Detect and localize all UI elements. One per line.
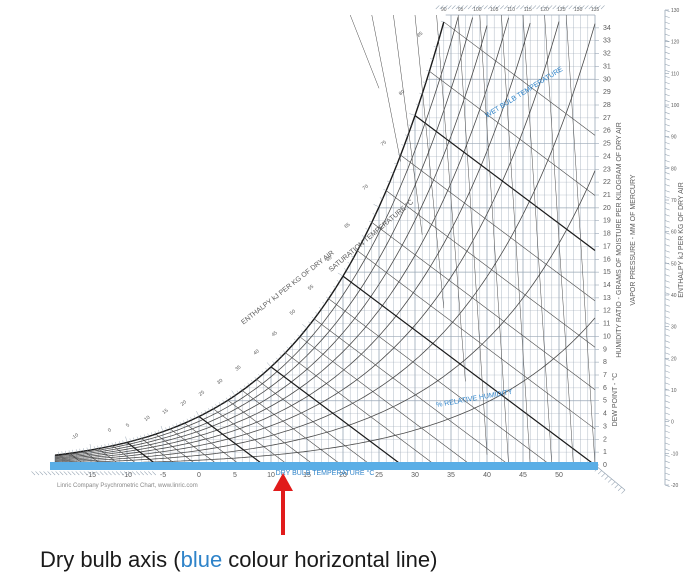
- svg-text:WET BULB TEMPERATURE: WET BULB TEMPERATURE: [484, 66, 564, 120]
- svg-text:% RELATIVE HUMIDITY: % RELATIVE HUMIDITY: [436, 389, 514, 409]
- svg-text:27: 27: [603, 115, 611, 122]
- svg-text:0: 0: [671, 420, 674, 426]
- svg-text:0: 0: [107, 427, 113, 434]
- svg-text:-5: -5: [160, 472, 166, 479]
- svg-text:-20: -20: [671, 483, 678, 489]
- svg-text:14: 14: [603, 282, 611, 289]
- svg-text:25: 25: [375, 472, 383, 479]
- svg-text:-10: -10: [71, 432, 81, 441]
- svg-text:70: 70: [671, 198, 677, 204]
- svg-text:6: 6: [603, 385, 607, 392]
- svg-text:18: 18: [603, 231, 611, 238]
- svg-text:35: 35: [447, 472, 455, 479]
- svg-text:Linric Company Psychrometric C: Linric Company Psychrometric Chart, www.…: [57, 483, 198, 489]
- svg-text:SATURATION TEMPERATURE °C: SATURATION TEMPERATURE °C: [327, 198, 415, 274]
- svg-text:HUMIDITY RATIO - GRAMS OF MOIS: HUMIDITY RATIO - GRAMS OF MOISTURE PER K…: [616, 122, 623, 358]
- svg-text:70: 70: [362, 183, 370, 191]
- svg-text:15: 15: [603, 269, 611, 276]
- svg-text:-10: -10: [122, 472, 132, 479]
- svg-text:100: 100: [671, 103, 680, 109]
- svg-text:34: 34: [603, 25, 611, 32]
- svg-text:75: 75: [380, 139, 388, 147]
- svg-text:32: 32: [603, 51, 611, 58]
- svg-text:40: 40: [252, 348, 260, 356]
- svg-text:90: 90: [671, 135, 677, 141]
- svg-text:115: 115: [524, 7, 532, 13]
- caption: Dry bulb axis (blue colour horizontal li…: [40, 547, 437, 573]
- svg-text:0: 0: [603, 462, 607, 469]
- svg-text:65: 65: [343, 222, 351, 230]
- svg-text:0: 0: [197, 472, 201, 479]
- svg-text:50: 50: [671, 261, 677, 267]
- svg-text:110: 110: [507, 7, 515, 13]
- svg-text:10: 10: [671, 388, 677, 394]
- svg-text:24: 24: [603, 153, 611, 160]
- svg-text:10: 10: [267, 472, 275, 479]
- svg-text:ENTHALPY kJ PER KG OF DRY AIR: ENTHALPY kJ PER KG OF DRY AIR: [678, 182, 685, 298]
- svg-text:20: 20: [603, 205, 611, 212]
- svg-text:20: 20: [671, 356, 677, 362]
- svg-text:25: 25: [603, 141, 611, 148]
- svg-text:5: 5: [233, 472, 237, 479]
- svg-text:50: 50: [555, 472, 563, 479]
- svg-text:-15: -15: [86, 472, 96, 479]
- svg-text:DEW POINT - °C: DEW POINT - °C: [611, 373, 619, 427]
- svg-text:VAPOR PRESSURE - MM OF MERCURY: VAPOR PRESSURE - MM OF MERCURY: [630, 174, 637, 306]
- caption-pre: Dry bulb axis (: [40, 547, 181, 572]
- svg-text:33: 33: [603, 38, 611, 45]
- svg-text:26: 26: [603, 128, 611, 135]
- svg-text:DRY BULB TEMPERATURE °C: DRY BULB TEMPERATURE °C: [276, 469, 375, 477]
- svg-text:30: 30: [216, 378, 224, 386]
- svg-text:55: 55: [307, 284, 315, 292]
- svg-text:40: 40: [671, 293, 677, 299]
- svg-text:1: 1: [603, 449, 607, 456]
- caption-post: colour horizontal line): [222, 547, 437, 572]
- svg-text:28: 28: [603, 102, 611, 109]
- svg-text:40: 40: [483, 472, 491, 479]
- svg-text:15: 15: [161, 408, 169, 416]
- svg-text:30: 30: [671, 325, 677, 331]
- svg-text:30: 30: [603, 76, 611, 83]
- svg-text:10: 10: [143, 415, 151, 423]
- svg-text:12: 12: [603, 308, 611, 315]
- svg-text:30: 30: [411, 472, 419, 479]
- svg-text:80: 80: [671, 166, 677, 172]
- svg-text:17: 17: [603, 243, 611, 250]
- svg-text:5: 5: [603, 398, 607, 405]
- svg-text:-10: -10: [671, 451, 678, 457]
- svg-text:23: 23: [603, 166, 611, 173]
- svg-text:21: 21: [603, 192, 611, 199]
- svg-text:130: 130: [671, 8, 680, 14]
- svg-text:8: 8: [603, 359, 607, 366]
- svg-text:80: 80: [398, 89, 406, 97]
- svg-text:120: 120: [671, 40, 680, 46]
- svg-text:5: 5: [125, 422, 131, 429]
- svg-text:31: 31: [603, 63, 611, 70]
- svg-text:50: 50: [289, 309, 297, 317]
- svg-text:9: 9: [603, 346, 607, 353]
- svg-text:60: 60: [671, 230, 677, 236]
- caption-blue: blue: [181, 547, 223, 572]
- psychrometric-chart: -15-10-505101520253035404550DRY BULB TEM…: [0, 0, 700, 581]
- svg-text:45: 45: [271, 330, 279, 338]
- svg-text:19: 19: [603, 218, 611, 225]
- svg-text:45: 45: [519, 472, 527, 479]
- svg-text:10: 10: [603, 333, 611, 340]
- svg-text:13: 13: [603, 295, 611, 302]
- svg-text:110: 110: [671, 71, 679, 77]
- svg-text:4: 4: [603, 411, 607, 418]
- svg-text:2: 2: [603, 436, 607, 443]
- svg-text:90: 90: [441, 7, 447, 13]
- svg-text:29: 29: [603, 89, 611, 96]
- svg-text:7: 7: [603, 372, 607, 379]
- svg-text:25: 25: [198, 389, 206, 397]
- svg-text:35: 35: [234, 364, 242, 372]
- svg-text:3: 3: [603, 423, 607, 430]
- svg-text:20: 20: [180, 399, 188, 407]
- svg-text:11: 11: [603, 321, 610, 328]
- svg-text:22: 22: [603, 179, 611, 186]
- svg-text:16: 16: [603, 256, 611, 263]
